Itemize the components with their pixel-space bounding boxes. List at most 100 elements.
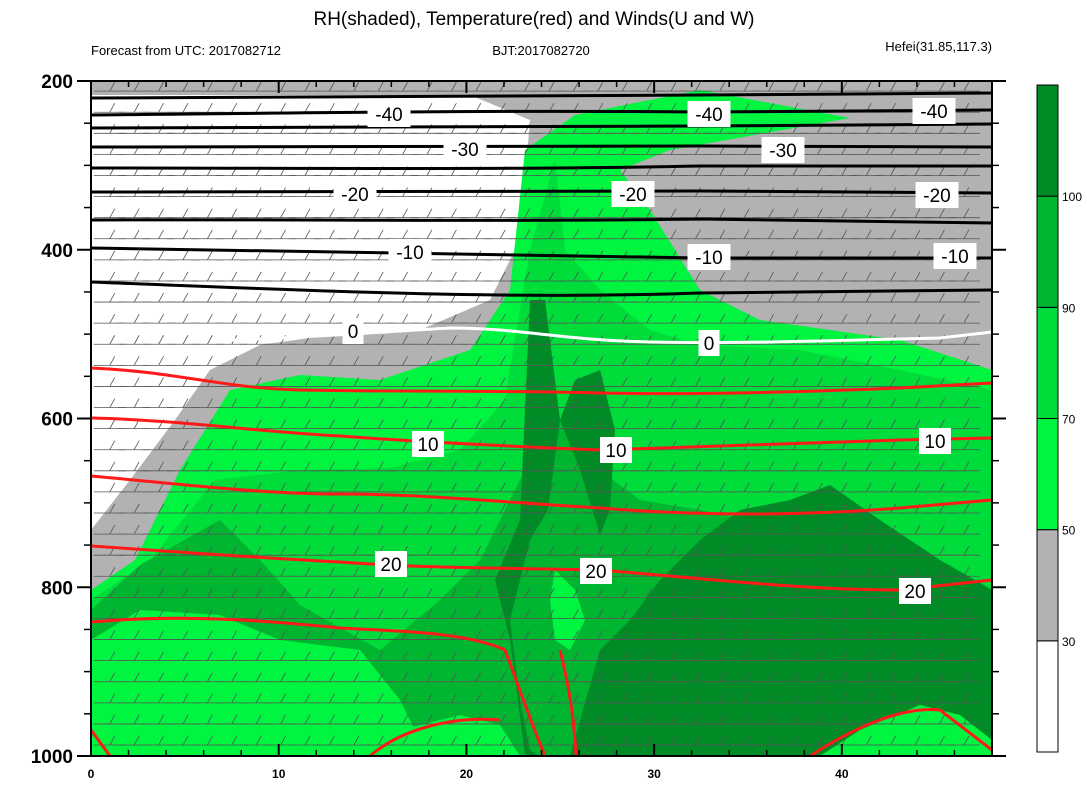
wind-barb-tick (597, 651, 604, 661)
wind-barb-tick (597, 588, 604, 598)
wind-barb-tick (914, 630, 921, 640)
wind-barb-tick (573, 356, 579, 366)
wind-barb-tick (939, 567, 945, 577)
wind-barb-tick (182, 292, 189, 303)
wind-barb-tick (695, 398, 701, 408)
wind-barb-tick (646, 735, 652, 746)
rh-colorbar: 30 50 70 90 100 (1036, 84, 1082, 753)
wind-barb-tick (695, 166, 701, 176)
wind-barb-tick (597, 735, 604, 746)
wind-barb-tick (865, 609, 872, 619)
wind-barb-tick (768, 81, 774, 92)
wind-barb-tick (792, 292, 799, 303)
wind-barb-tick (377, 229, 384, 239)
wind-barb-tick (695, 229, 701, 239)
x-tick-label: 30 (647, 767, 661, 781)
wind-barb-tick (670, 271, 677, 282)
wind-barb-tick (768, 208, 774, 218)
wind-barb-tick (963, 208, 970, 218)
wind-barb-tick (207, 735, 213, 746)
wind-barb-tick (548, 630, 555, 640)
wind-barb-tick (597, 419, 604, 429)
colorbar-tick-label: 50 (1062, 524, 1076, 538)
wind-barb-tick (280, 524, 286, 535)
wind-barb-tick (329, 271, 335, 282)
x-tick-label: 20 (460, 767, 474, 781)
wind-barb-tick (426, 503, 433, 514)
wind-barb-tick (597, 693, 604, 704)
wind-barb-tick (207, 103, 213, 113)
wind-barb-tick (377, 81, 384, 92)
wind-barb-tick (329, 398, 335, 408)
wind-barb-tick (207, 693, 213, 704)
wind-barb-tick (207, 440, 213, 450)
wind-barb-tick (109, 250, 116, 261)
wind-barb-tick (451, 398, 457, 408)
wind-barb-tick (499, 609, 506, 619)
wind-barb-tick (109, 292, 116, 303)
wind-barb-tick (329, 672, 335, 682)
wind-barb-tick (914, 524, 921, 535)
wind-barb-tick (890, 651, 896, 661)
wind-barb-tick (548, 693, 555, 704)
wind-barb-tick (524, 524, 530, 535)
wind-barb-tick (304, 714, 311, 725)
wind-barb-tick (890, 567, 896, 577)
contour-label-box (687, 101, 731, 127)
wind-barb-tick (621, 398, 628, 408)
wind-barb-tick (914, 651, 921, 661)
wind-barb-tick (451, 651, 457, 661)
wind-barb-tick (548, 545, 555, 556)
wind-barb-tick (597, 672, 604, 682)
wind-barb-tick (914, 567, 921, 577)
wind-barb-tick (597, 714, 604, 725)
colorbar-band (1036, 640, 1059, 753)
wind-barb-tick (255, 672, 262, 682)
isotherm-25-bottom-left (91, 729, 112, 756)
wind-barb-tick (499, 630, 506, 640)
wind-barb-tick (621, 461, 628, 472)
wind-barb-tick (182, 313, 189, 324)
wind-barb-tick (621, 524, 628, 535)
wind-barb-tick (621, 630, 628, 640)
wind-barb-tick (255, 693, 262, 704)
wind-barb-tick (841, 229, 848, 239)
wind-barb-tick (426, 482, 433, 493)
wind-barb-tick (621, 419, 628, 429)
wind-barb-tick (743, 166, 750, 176)
wind-barb-tick (329, 588, 335, 598)
wind-barb-tick (426, 567, 433, 577)
rh-region-light-green-lower (91, 610, 460, 756)
wind-barb-tick (182, 651, 189, 661)
wind-barb-tick (182, 229, 189, 239)
wind-barb-tick (475, 377, 482, 387)
wind-barb-tick (695, 419, 701, 429)
wind-barb-tick (402, 461, 408, 472)
label-minus20-c: -20 (923, 186, 950, 207)
wind-barb-tick (548, 588, 555, 598)
wind-barb-tick (695, 503, 701, 514)
wind-barb-tick (695, 693, 701, 704)
wind-barb-tick (475, 545, 482, 556)
wind-barb-tick (353, 609, 360, 619)
wind-barb-tick (329, 335, 335, 345)
wind-barb-tick (548, 81, 555, 92)
colorbar-tick-label: 90 (1062, 301, 1076, 315)
wind-barb-tick (133, 81, 140, 92)
plot-area (91, 81, 992, 756)
wind-barb-tick (426, 714, 433, 725)
wind-barb-tick (939, 356, 945, 366)
rh-region-light-green-pocket (550, 570, 585, 650)
wind-barb-tick (499, 461, 506, 472)
wind-barb-tick (743, 524, 750, 535)
wind-barb-tick (865, 651, 872, 661)
wind-barb-tick (768, 714, 774, 725)
wind-barb-tick (304, 229, 311, 239)
wind-barb-tick (963, 124, 970, 134)
wind-barb-tick (792, 461, 799, 472)
wind-barb-tick (377, 271, 384, 282)
wind-barb-tick (817, 714, 823, 725)
wind-barb-tick (377, 356, 384, 366)
wind-barb-tick (817, 229, 823, 239)
wind-barb-tick (597, 461, 604, 472)
